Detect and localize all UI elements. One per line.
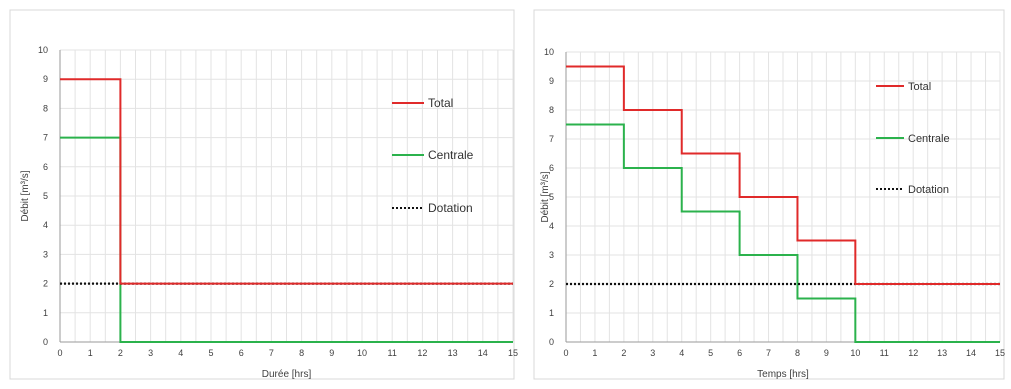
legend: Total Centrale Dotation — [876, 81, 950, 196]
y-tick-label: 9 — [43, 74, 48, 84]
x-tick-label: 13 — [937, 348, 947, 358]
legend-label-centrale: Centrale — [428, 148, 474, 162]
y-tick-label: 0 — [549, 337, 554, 347]
x-tick-label: 10 — [357, 348, 367, 358]
x-tick-label: 15 — [995, 348, 1005, 358]
chart-1: 0 1 2 3 4 5 6 7 8 9 10 11 12 13 14 15012345678910Durée … — [9, 9, 518, 380]
y-tick-label: 3 — [43, 249, 48, 259]
x-tick-label: 6 — [239, 348, 244, 358]
x-tick-label: 3 — [650, 348, 655, 358]
x-tick-label: 14 — [478, 348, 488, 358]
x-tick-label: 11 — [388, 348, 397, 358]
x-tick-label: 8 — [795, 348, 800, 358]
series-line-centrale — [566, 123, 1000, 343]
x-tick-label: 3 — [148, 348, 153, 358]
y-tick-label: 5 — [43, 191, 48, 201]
y-tick-label: 5 — [549, 192, 554, 202]
y-tick-label: 2 — [549, 279, 554, 289]
y-tick-label: 4 — [43, 220, 48, 230]
x-tick-label: 14 — [966, 348, 976, 358]
y-axis-title: Débit [m³/s] — [540, 171, 551, 222]
x-tick-label: 1 — [88, 348, 93, 358]
x-tick-label: 9 — [824, 348, 829, 358]
legend: Total Centrale Dotation — [392, 96, 474, 215]
legend-label-dotation: Dotation — [908, 184, 949, 196]
x-tick-label: 12 — [908, 348, 918, 358]
x-tick-label: 9 — [329, 348, 334, 358]
y-tick-label: 1 — [549, 308, 554, 318]
y-tick-label: 10 — [38, 45, 48, 55]
chart-frame — [9, 9, 515, 380]
x-tick-label: 11 — [880, 348, 889, 358]
y-tick-label: 6 — [43, 162, 48, 172]
x-tick-label: 10 — [850, 348, 860, 358]
y-tick-label: 6 — [549, 163, 554, 173]
x-tick-label: 2 — [621, 348, 626, 358]
series-line-total — [60, 78, 513, 285]
legend-label-total: Total — [908, 81, 931, 93]
y-tick-label: 1 — [43, 308, 48, 318]
y-tick-label: 9 — [549, 76, 554, 86]
x-tick-label: 0 — [563, 348, 568, 358]
gridlines — [59, 49, 514, 343]
legend-label-total: Total — [428, 96, 453, 110]
x-tick-label: 0 — [57, 348, 62, 358]
y-tick-label: 7 — [549, 134, 554, 144]
y-tick-label: 10 — [544, 47, 554, 57]
chart-2: 0 1 2 3 4 5 6 7 8 9 10 11 12 13 14 15012345678910Temps … — [533, 9, 1005, 380]
x-tick-label: 5 — [208, 348, 213, 358]
legend-label-dotation: Dotation — [428, 201, 473, 215]
x-axis-title: Temps [hrs] — [757, 369, 809, 380]
x-tick-label: 8 — [299, 348, 304, 358]
x-tick-label: 12 — [417, 348, 427, 358]
y-tick-label: 7 — [43, 133, 48, 143]
series-line-total — [566, 65, 1000, 285]
x-tick-label: 13 — [448, 348, 458, 358]
legend-label-centrale: Centrale — [908, 133, 950, 145]
x-tick-label: 4 — [178, 348, 183, 358]
x-tick-label: 15 — [508, 348, 518, 358]
y-tick-label: 8 — [549, 105, 554, 115]
y-axis-title: Débit [m³/s] — [20, 170, 31, 221]
x-tick-label: 2 — [118, 348, 123, 358]
y-tick-label: 8 — [43, 103, 48, 113]
y-tick-label: 3 — [549, 250, 554, 260]
y-tick-label: 2 — [43, 279, 48, 289]
x-tick-label: 5 — [708, 348, 713, 358]
x-tick-label: 6 — [737, 348, 742, 358]
y-tick-label: 4 — [549, 221, 554, 231]
x-tick-label: 7 — [766, 348, 771, 358]
x-tick-label: 1 — [592, 348, 597, 358]
x-axis-title: Durée [hrs] — [262, 369, 312, 380]
x-tick-label: 4 — [679, 348, 684, 358]
x-tick-label: 7 — [269, 348, 274, 358]
y-tick-label: 0 — [43, 337, 48, 347]
